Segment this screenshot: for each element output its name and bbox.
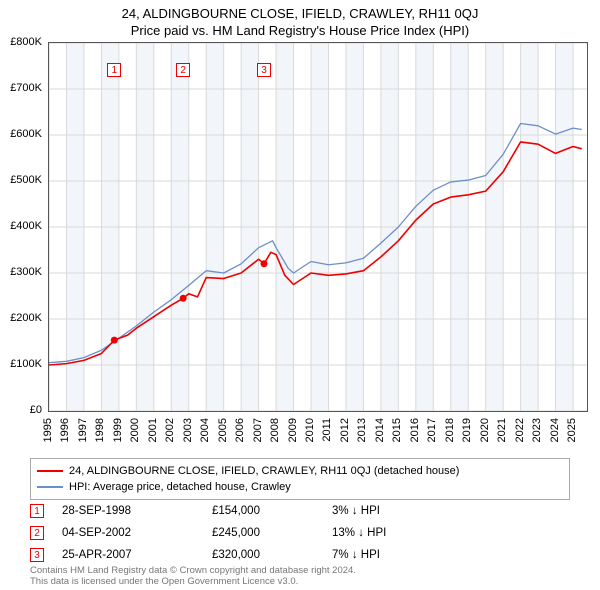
x-tick-label: 2020 [479,418,491,442]
x-tick-label: 2000 [129,418,141,442]
x-tick-label: 2005 [217,418,229,442]
y-tick-label: £100K [10,358,42,370]
x-tick-label: 2006 [234,418,246,442]
transaction-delta: 13% ↓ HPI [332,527,386,539]
transaction-price: £245,000 [212,527,332,539]
transaction-delta: 7% ↓ HPI [332,549,380,561]
transaction-marker-box: 2 [176,63,190,77]
transaction-dot [180,295,187,302]
transaction-price: £320,000 [212,549,332,561]
transaction-date: 25-APR-2007 [62,549,212,561]
x-tick-label: 1998 [94,418,106,442]
transaction-date: 28-SEP-1998 [62,505,212,517]
x-tick-label: 2011 [321,418,333,442]
y-tick-label: £300K [10,266,42,278]
x-tick-label: 2024 [549,418,561,442]
x-tick-label: 2022 [514,418,526,442]
transaction-row: 3 25-APR-2007£320,0007% ↓ HPI [30,544,570,566]
y-tick-label: £700K [10,82,42,94]
x-tick-label: 2010 [304,418,316,442]
x-tick-label: 2002 [164,418,176,442]
legend-row: HPI: Average price, detached house, Craw… [37,479,563,495]
transactions-table: 1 28-SEP-1998£154,0003% ↓ HPI 2 04-SEP-2002… [30,500,570,566]
footer-line-2: This data is licensed under the Open Gov… [30,577,570,588]
x-tick-label: 2003 [182,418,194,442]
x-tick-label: 2016 [409,418,421,442]
plot-svg [49,43,587,411]
transaction-row: 1 28-SEP-1998£154,0003% ↓ HPI [30,500,570,522]
x-tick-label: 2015 [391,418,403,442]
x-tick-label: 1997 [77,418,89,442]
x-tick-label: 2023 [531,418,543,442]
x-tick-label: 2001 [147,418,159,442]
x-tick-label: 2017 [426,418,438,442]
legend-row: 24, ALDINGBOURNE CLOSE, IFIELD, CRAWLEY,… [37,463,563,479]
transaction-date: 04-SEP-2002 [62,527,212,539]
legend: 24, ALDINGBOURNE CLOSE, IFIELD, CRAWLEY,… [30,458,570,500]
transaction-row: 2 04-SEP-2002£245,00013% ↓ HPI [30,522,570,544]
legend-line-swatch [37,486,63,488]
transaction-marker: 1 [30,504,44,518]
x-tick-label: 2021 [496,418,508,442]
x-tick-label: 2007 [252,418,264,442]
x-tick-label: 2009 [287,418,299,442]
transaction-price: £154,000 [212,505,332,517]
y-tick-label: £600K [10,128,42,140]
y-tick-label: £400K [10,220,42,232]
x-axis-labels: 1995199619971998199920002001200220032004… [48,414,588,454]
x-tick-label: 2013 [356,418,368,442]
x-tick-label: 2019 [461,418,473,442]
transaction-marker: 3 [30,548,44,562]
legend-line-swatch [37,470,63,472]
x-tick-label: 1996 [59,418,71,442]
y-tick-label: £500K [10,174,42,186]
legend-label: HPI: Average price, detached house, Craw… [69,481,291,493]
x-tick-label: 1999 [112,418,124,442]
transaction-dot [261,260,268,267]
legend-label: 24, ALDINGBOURNE CLOSE, IFIELD, CRAWLEY,… [69,465,459,477]
transaction-marker-box: 3 [257,63,271,77]
x-tick-label: 1995 [42,418,54,442]
chart-subtitle: Price paid vs. HM Land Registry's House … [0,21,600,42]
transaction-marker-box: 1 [107,63,121,77]
chart-title: 24, ALDINGBOURNE CLOSE, IFIELD, CRAWLEY,… [0,0,600,21]
x-tick-label: 2004 [199,418,211,442]
y-axis-labels: £0£100K£200K£300K£400K£500K£600K£700K£80… [0,42,46,412]
transaction-dot [111,337,118,344]
y-tick-label: £200K [10,312,42,324]
x-tick-label: 2018 [444,418,456,442]
x-tick-label: 2012 [339,418,351,442]
x-tick-label: 2025 [566,418,578,442]
chart-container: 24, ALDINGBOURNE CLOSE, IFIELD, CRAWLEY,… [0,0,600,590]
x-tick-label: 2014 [374,418,386,442]
y-tick-label: £0 [30,404,42,416]
footer-attribution: Contains HM Land Registry data © Crown c… [30,566,570,588]
transaction-delta: 3% ↓ HPI [332,505,380,517]
plot-area: 1 2 3 [48,42,588,412]
transaction-marker: 2 [30,526,44,540]
y-tick-label: £800K [10,36,42,48]
x-tick-label: 2008 [269,418,281,442]
